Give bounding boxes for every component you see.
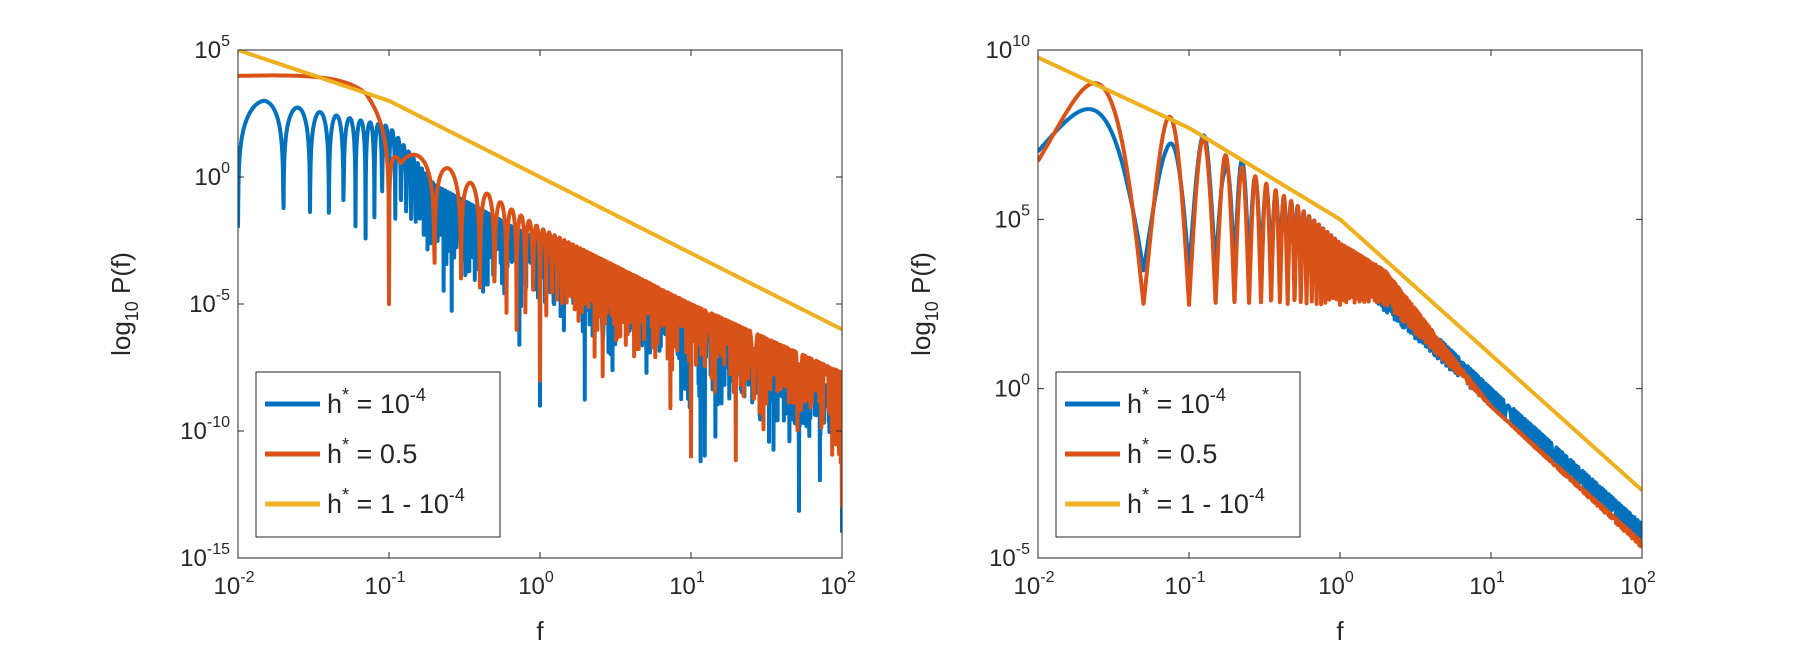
legend-label-right-3: h* = 1 - 10-4 [1127,485,1265,519]
legend-label-left-1: h* = 10-4 [327,385,426,419]
legend-left-1-sup: * [342,385,349,405]
legend-left-1-exp: -4 [410,385,426,405]
y-tick-label-left-4: 105 [194,33,230,64]
legend-left-1-mid: = 10 [349,389,410,419]
legend-right-3-sup: * [1142,485,1149,505]
right-tick-labels: 10-2 10-1 100 101 102 10-5 100 105 1010 [986,33,1656,600]
x-tick-label-left-1: 10-1 [365,569,406,600]
right-series-group [1038,55,1642,549]
legend-right-3-exp: -4 [1249,485,1265,505]
y-label-log-left: log [106,321,136,356]
legend-left-1-pre: h [327,389,342,419]
legend-right-1-sup: * [1142,385,1149,405]
y-tick-label-right-3: 1010 [986,33,1031,64]
legend-left-3-exp: -4 [449,485,465,505]
legend-right-3-mid: = 1 - 10 [1149,489,1249,519]
x-tick-label-left-0: 10-2 [214,569,255,600]
legend-left: h* = 10-4 h* = 0.5 h* = 1 - 10-4 [255,371,501,538]
legend-right-2-mid: = 0.5 [1149,439,1217,469]
legend-left-3-mid: = 1 - 10 [349,489,449,519]
legend-label-left-2: h* = 0.5 [327,435,417,469]
x-tick-label-right-3: 101 [1469,569,1505,600]
legend-right-3-pre: h [1127,489,1142,519]
legend-left-3-pre: h [327,489,342,519]
left-series-group [238,50,842,533]
legend-right-1-pre: h [1127,389,1142,419]
y-label-log-right: log [906,321,936,356]
right-panel: 10-2 10-1 100 101 102 10-5 100 105 1010 f log10 … [906,33,1656,646]
x-tick-label-left-2: 100 [518,569,554,600]
series-line-left-3 [238,50,842,332]
x-tick-label-left-3: 101 [669,569,705,600]
x-axis-label-left: f [536,616,544,646]
series-line-left-2 [238,73,842,508]
legend-label-left-3: h* = 1 - 10-4 [327,485,465,519]
x-tick-label-right-4: 102 [1620,569,1656,600]
legend-label-right-2: h* = 0.5 [1127,435,1217,469]
y-tick-label-left-0: 10-15 [180,541,230,572]
legend-right-2-pre: h [1127,439,1142,469]
legend-left-2-mid: = 0.5 [349,439,417,469]
series-line-right-2 [1038,81,1642,549]
x-tick-label-right-2: 100 [1318,569,1354,600]
legend-left-2-pre: h [327,439,342,469]
y-tick-label-right-1: 100 [994,372,1030,403]
y-tick-label-left-3: 100 [194,160,230,191]
y-axis-label-left: log10 P(f) [106,252,142,356]
x-axis-label-right: f [1336,616,1344,646]
y-label-rest-left: P(f) [106,252,136,301]
left-tick-labels: 10-2 10-1 100 101 102 10-15 10-10 10-5 100 105 [180,33,856,600]
y-tick-label-right-0: 10-5 [989,541,1030,572]
y-label-rest-right: P(f) [906,252,936,301]
legend-left-3-sup: * [342,485,349,505]
axes-box-left [237,49,843,559]
y-label-sub-left: 10 [122,301,142,321]
y-tick-label-right-2: 105 [994,202,1030,233]
legend-right: h* = 10-4 h* = 0.5 h* = 1 - 10-4 [1055,371,1301,538]
legend-label-right-1: h* = 10-4 [1127,385,1226,419]
y-axis-label-right: log10 P(f) [906,252,942,356]
axes-box-right [1037,49,1643,559]
legend-right-1-mid: = 10 [1149,389,1210,419]
y-tick-label-left-2: 10-5 [189,287,230,318]
y-tick-label-left-1: 10-10 [180,414,230,445]
series-line-right-3 [1038,55,1642,492]
legend-left-2-sup: * [342,435,349,455]
x-tick-label-right-1: 10-1 [1165,569,1206,600]
x-tick-label-right-0: 10-2 [1014,569,1055,600]
y-label-sub-right: 10 [922,301,942,321]
x-tick-label-left-4: 102 [820,569,856,600]
legend-right-1-exp: -4 [1210,385,1226,405]
legend-right-2-sup: * [1142,435,1149,455]
